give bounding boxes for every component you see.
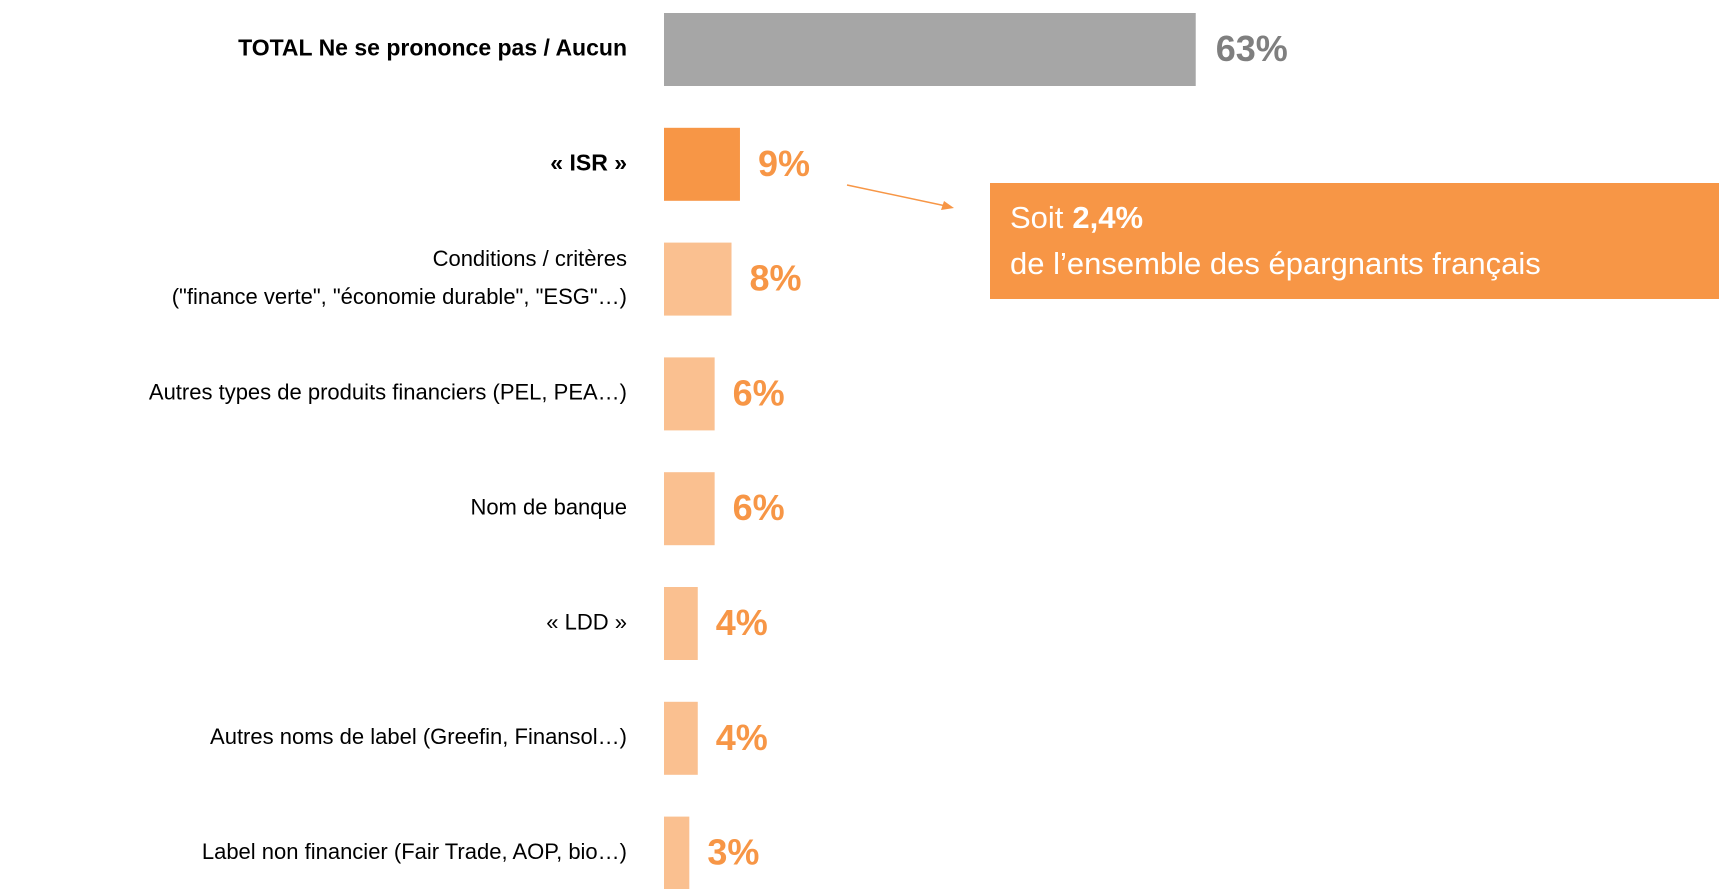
annotation-arrow [846, 184, 947, 207]
category-label: Autres types de produits financiers (PEL… [149, 380, 627, 405]
bar [664, 816, 690, 889]
bar [664, 472, 715, 546]
value-label: 3% [707, 832, 759, 873]
bar [664, 127, 740, 201]
annotation-prefix: Soit [1010, 200, 1064, 235]
category-label: Nom de banque [470, 495, 627, 520]
value-label: 4% [716, 602, 768, 643]
annotation-text: de l’ensemble des épargnants français [1010, 246, 1541, 281]
value-label: 6% [733, 372, 785, 413]
category-label: Autres noms de label (Greefin, Finansol…… [210, 724, 627, 749]
bar [664, 701, 698, 775]
annotation-value: 2,4% [1072, 200, 1143, 235]
annotation-line-1: Soit 2,4% [1010, 200, 1143, 235]
category-label: « ISR » [550, 149, 627, 175]
bar [664, 13, 1196, 86]
value-label: 6% [733, 487, 785, 528]
category-label: TOTAL Ne se prononce pas / Aucun [238, 35, 627, 61]
value-label: 4% [716, 717, 768, 758]
bar [664, 587, 698, 660]
arrow-head [941, 201, 954, 210]
value-label: 63% [1216, 28, 1288, 69]
value-label: 8% [750, 258, 802, 299]
category-label: « LDD » [546, 609, 627, 634]
annotation-box [990, 183, 1719, 299]
category-label: Label non financier (Fair Trade, AOP, bi… [202, 839, 627, 864]
bar [664, 242, 732, 316]
bar [664, 357, 715, 431]
category-label: ("finance verte", "économie durable", "E… [172, 284, 627, 309]
value-label: 9% [758, 143, 810, 184]
category-label: Conditions / critères [433, 246, 627, 271]
